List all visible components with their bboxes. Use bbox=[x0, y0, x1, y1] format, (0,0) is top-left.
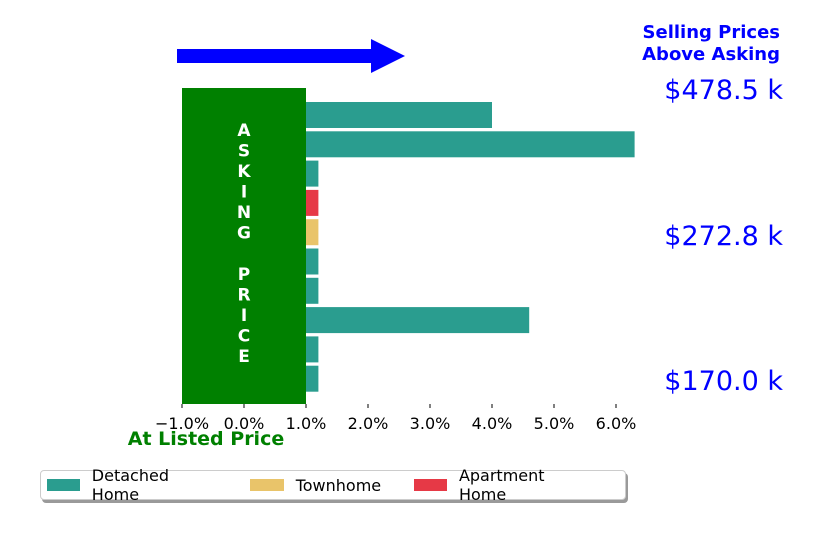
bar bbox=[306, 336, 319, 363]
x-tick-label: 3.0% bbox=[410, 414, 451, 433]
price-label: $170.0 k bbox=[664, 366, 783, 397]
price-label: $272.8 k bbox=[664, 221, 783, 252]
x-tick-label: 4.0% bbox=[472, 414, 513, 433]
x-tick-label: 5.0% bbox=[534, 414, 575, 433]
selling-prices-line2: Above Asking bbox=[642, 44, 780, 65]
bar bbox=[306, 365, 319, 392]
x-tick-label: 0.0% bbox=[224, 414, 265, 433]
bar bbox=[306, 131, 635, 158]
asking-price-box bbox=[182, 88, 306, 404]
legend-label-townhome: Townhome bbox=[295, 475, 382, 495]
legend: Detached Home Townhome Apartment Home bbox=[40, 466, 626, 504]
bar bbox=[306, 307, 530, 334]
price-labels: $478.5 k $272.8 k $170.0 k bbox=[664, 75, 783, 397]
bar bbox=[306, 248, 319, 275]
bar bbox=[306, 277, 319, 304]
at-listed-price-label: At Listed Price bbox=[128, 428, 284, 450]
bar bbox=[306, 160, 319, 187]
bar bbox=[306, 102, 492, 128]
legend-swatch-townhome bbox=[249, 479, 284, 491]
x-tick-label: 1.0% bbox=[286, 414, 327, 433]
x-tick-label: −1.0% bbox=[155, 414, 209, 433]
legend-item-detached: Detached Home bbox=[47, 466, 217, 504]
arrow-right-icon bbox=[177, 39, 405, 73]
bars-group bbox=[306, 102, 635, 392]
bar bbox=[306, 219, 319, 246]
legend-label-detached: Detached Home bbox=[91, 466, 169, 504]
selling-prices-line1: Selling Prices bbox=[643, 22, 780, 43]
legend-swatch-apartment bbox=[414, 479, 447, 491]
legend-swatch-detached bbox=[47, 479, 80, 491]
price-label: $478.5 k bbox=[664, 75, 783, 106]
legend-label-apartment: Apartment Home bbox=[458, 466, 545, 504]
x-tick-label: 2.0% bbox=[348, 414, 389, 433]
legend-item-townhome: Townhome bbox=[249, 475, 382, 495]
x-axis: −1.0% 0.0% 1.0% 2.0% 3.0% 4.0% 5.0% 6.0% bbox=[155, 404, 636, 433]
legend-item-apartment: Apartment Home bbox=[414, 466, 592, 504]
x-tick-label: 6.0% bbox=[596, 414, 637, 433]
bar bbox=[306, 189, 319, 216]
